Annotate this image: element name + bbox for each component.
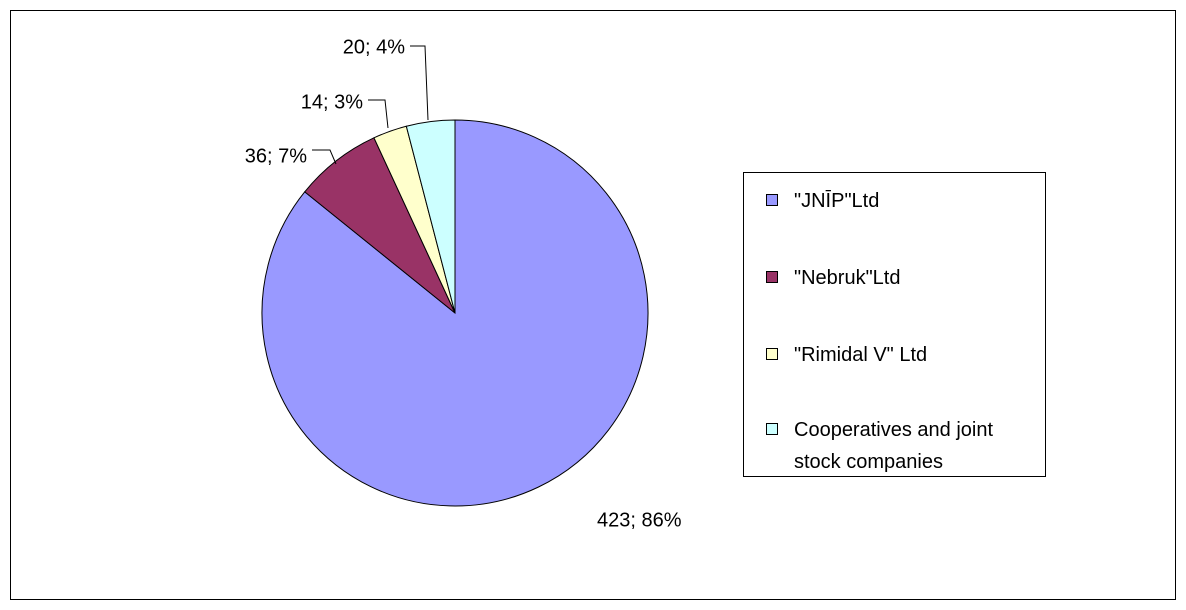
legend: "JNĪP"Ltd "Nebruk"Ltd "Rimidal V" Ltd Coope…	[743, 172, 1046, 477]
leader-line	[368, 99, 389, 129]
data-label: 14; 3%	[301, 91, 363, 113]
legend-label: Cooperatives and joint stock companies	[794, 419, 994, 473]
legend-swatch	[766, 194, 778, 206]
legend-label: "JNĪP"Ltd	[794, 190, 880, 212]
data-label: 36; 7%	[245, 145, 307, 167]
legend-swatch	[766, 348, 778, 360]
data-label: 423; 86%	[597, 509, 682, 531]
leader-line	[410, 45, 429, 121]
legend-swatch	[766, 271, 778, 283]
leader-line	[312, 149, 337, 165]
legend-label: "Rimidal V" Ltd	[794, 344, 928, 366]
pie-slice	[405, 119, 456, 314]
legend-label: "Nebruk"Ltd	[794, 267, 901, 289]
legend-swatch	[766, 423, 778, 435]
data-label: 20; 4%	[343, 36, 405, 58]
